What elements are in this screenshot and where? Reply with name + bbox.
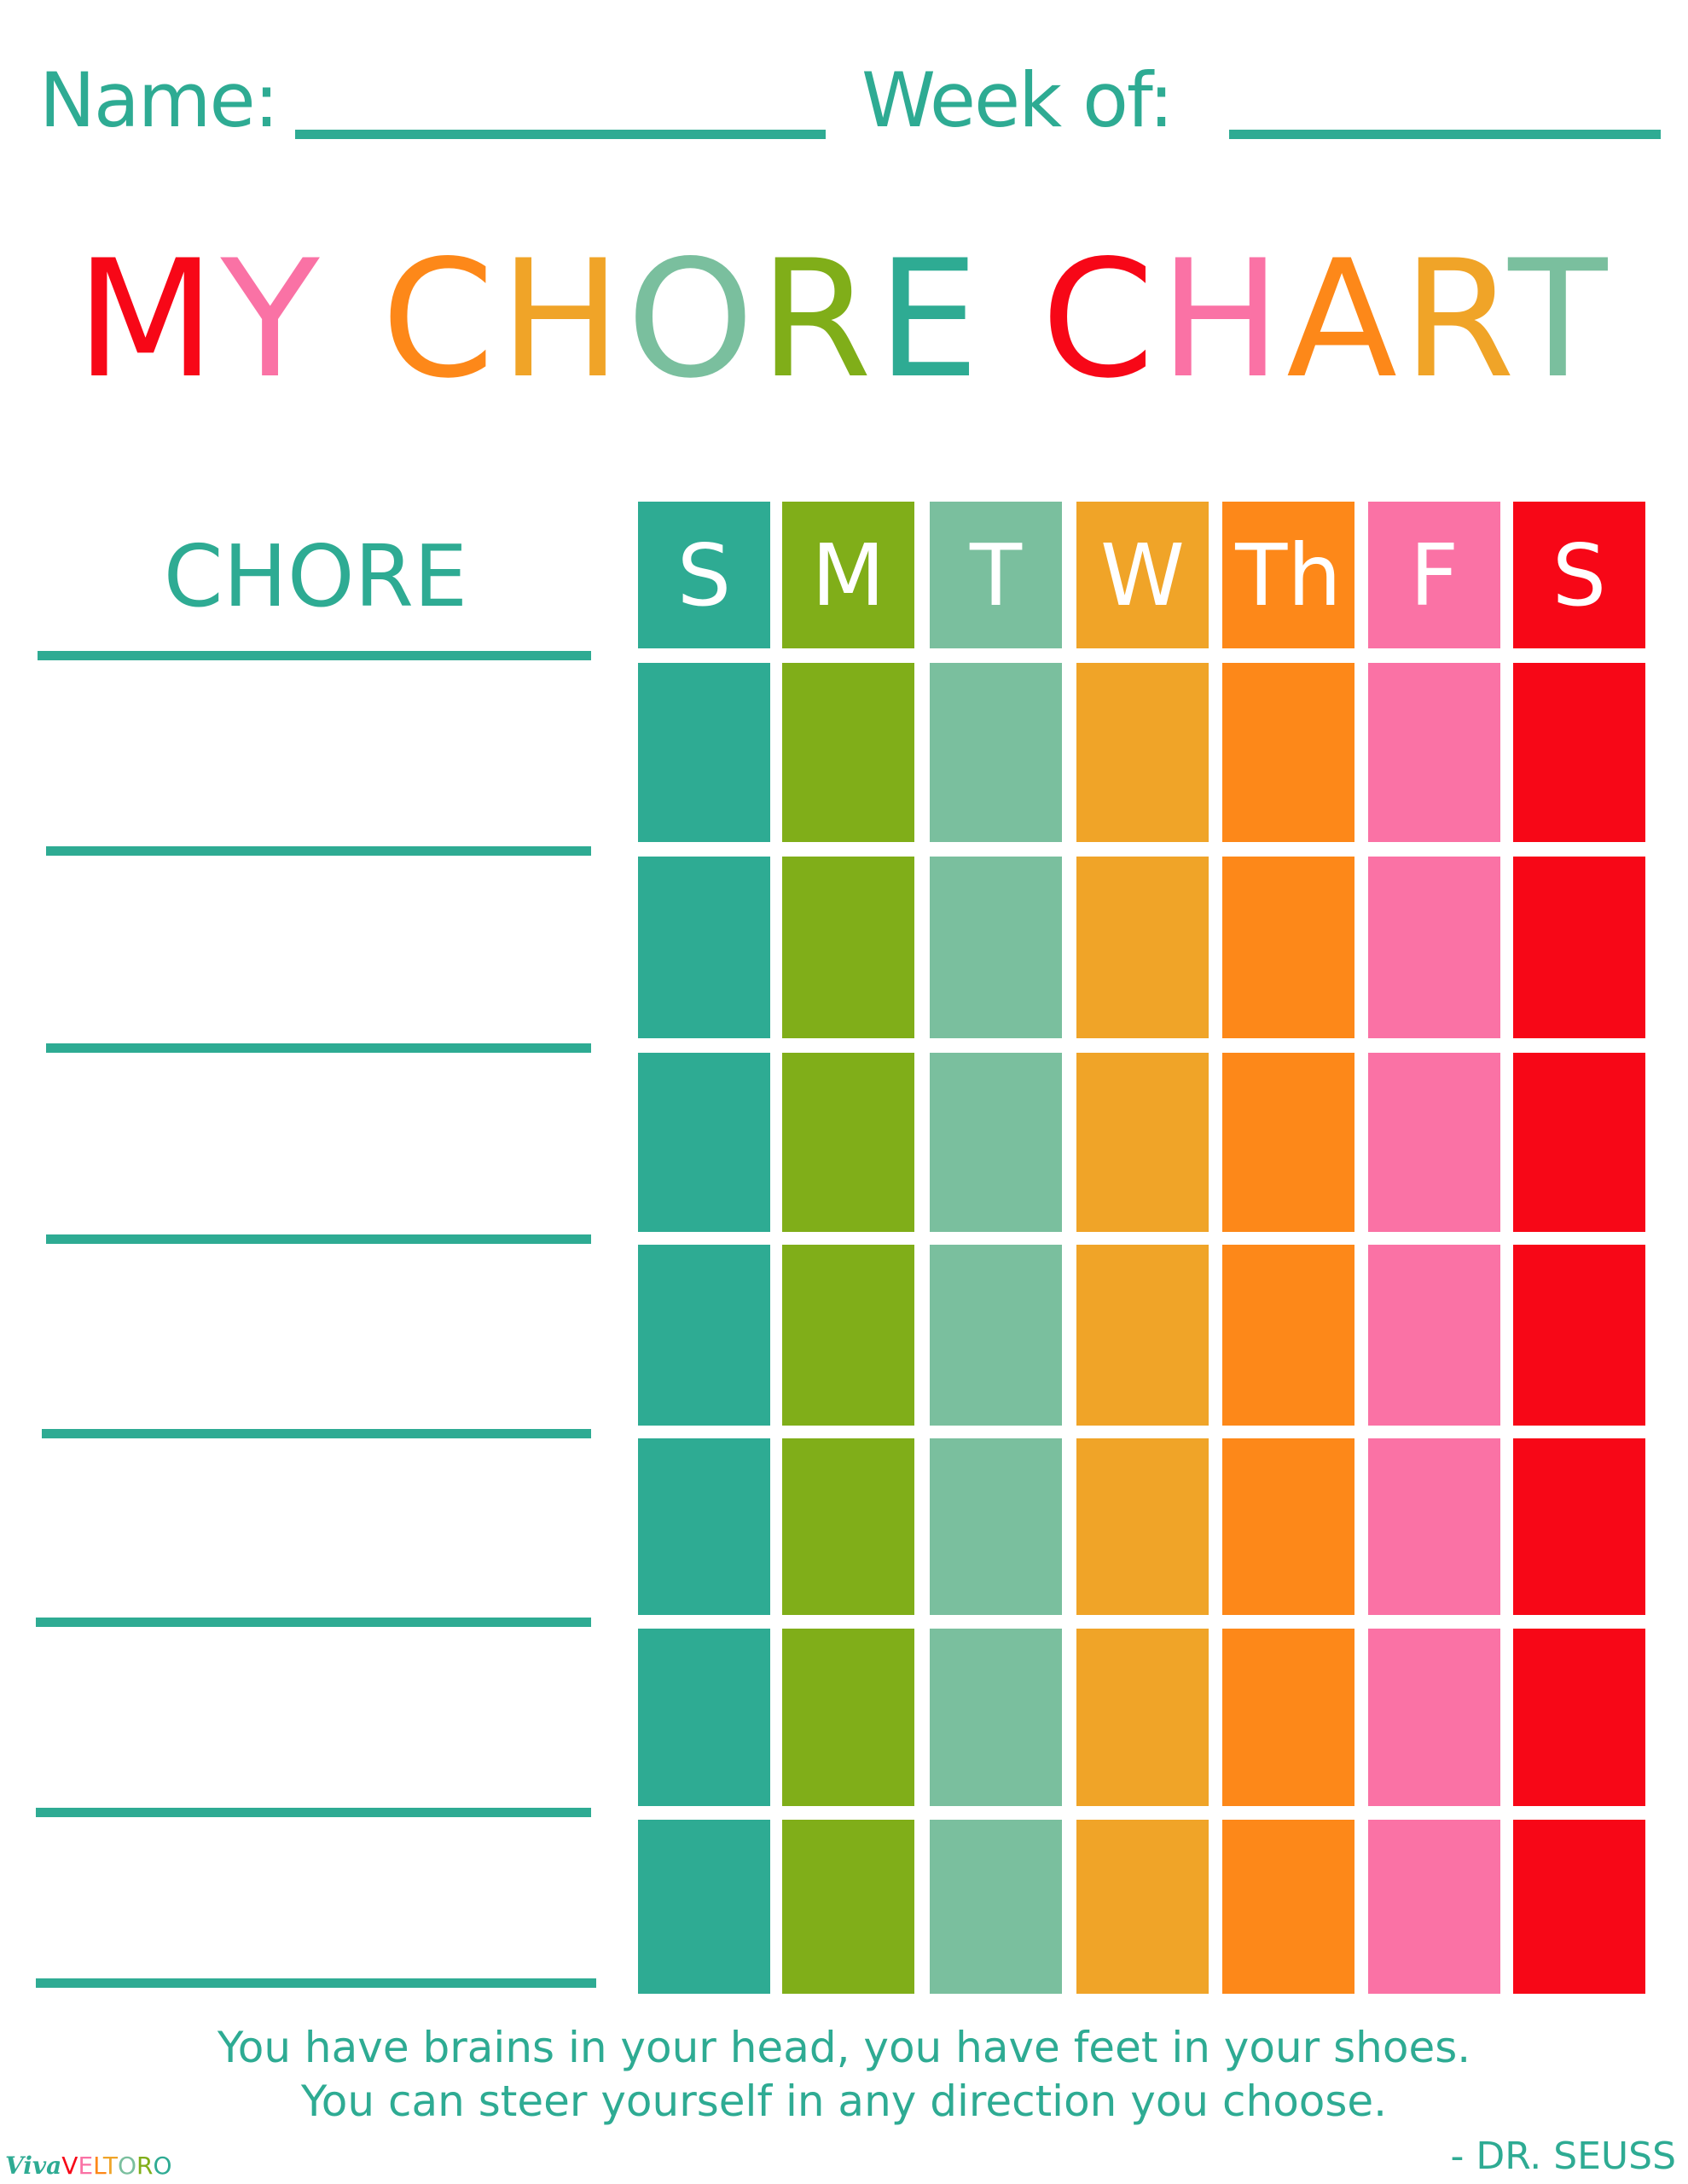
day-header: Th [1222,502,1354,648]
check-cell[interactable] [782,1053,914,1232]
check-cell[interactable] [1368,1438,1500,1615]
check-cell[interactable] [1222,1053,1354,1232]
check-cell[interactable] [1368,857,1500,1038]
check-cell[interactable] [1076,1053,1209,1232]
quote-line-1: You have brains in your head, you have f… [217,2023,1471,2072]
week-of-field[interactable] [1229,130,1661,139]
chore-column-header: CHORE [163,526,468,626]
title-letter: R [759,225,878,414]
check-cell[interactable] [1222,1245,1354,1426]
name-field[interactable] [295,130,826,139]
check-cell[interactable] [1076,1245,1209,1426]
check-cell[interactable] [782,857,914,1038]
check-cell[interactable] [1222,663,1354,842]
quote-attribution: - DR. SEUSS [1450,2135,1676,2178]
quote-line-2: You can steer yourself in any direction … [300,2077,1388,2126]
check-cell[interactable] [930,1053,1062,1232]
title-letter: T [1508,225,1613,414]
chore-input-line[interactable] [42,1429,591,1438]
check-cell[interactable] [638,663,770,842]
day-header: M [782,502,914,648]
chore-input-line[interactable] [36,1808,591,1817]
title-letter: H [499,225,627,414]
name-label: Name: [39,56,279,144]
check-cell[interactable] [1076,1629,1209,1806]
chore-input-line[interactable] [36,1978,596,1988]
chore-input-line[interactable] [46,846,591,856]
check-cell[interactable] [638,1820,770,1994]
chore-header-underline [38,651,591,660]
chore-input-line[interactable] [36,1618,591,1627]
title-letter: E [877,225,985,414]
check-cell[interactable] [930,663,1062,842]
check-cell[interactable] [1076,857,1209,1038]
check-cell[interactable] [930,1245,1062,1426]
check-cell[interactable] [930,1629,1062,1806]
check-cell[interactable] [1222,1438,1354,1615]
check-cell[interactable] [638,1438,770,1615]
day-label: M [811,525,885,625]
day-label: W [1100,525,1185,625]
check-cell[interactable] [638,857,770,1038]
day-label: T [969,525,1023,625]
title-letter: M [75,225,221,414]
day-label: Th [1235,525,1342,625]
title-letter: C [381,225,500,414]
check-cell[interactable] [1222,1629,1354,1806]
check-cell[interactable] [1513,857,1645,1038]
check-cell[interactable] [638,1053,770,1232]
check-cell[interactable] [1513,1245,1645,1426]
title-letter: H [1159,225,1287,414]
check-cell[interactable] [1513,1053,1645,1232]
check-cell[interactable] [930,1438,1062,1615]
week-of-label: Week of: [861,56,1174,144]
day-label: F [1409,525,1459,625]
day-label: S [1552,525,1607,625]
brand-logo: VivaVELTORO [5,2152,172,2180]
check-cell[interactable] [1513,1438,1645,1615]
day-header: W [1076,502,1209,648]
check-cell[interactable] [1368,1820,1500,1994]
check-cell[interactable] [782,1629,914,1806]
day-label: S [676,525,732,625]
page-title: MY CHORE CHART [0,239,1688,401]
check-cell[interactable] [1513,1629,1645,1806]
title-letter: O [626,225,760,414]
check-cell[interactable] [782,1438,914,1615]
check-cell[interactable] [1222,857,1354,1038]
day-header: S [638,502,770,648]
day-header: S [1513,502,1645,648]
day-header: T [930,502,1062,648]
title-letter: R [1402,225,1509,414]
check-cell[interactable] [930,1820,1062,1994]
check-cell[interactable] [638,1245,770,1426]
check-cell[interactable] [1513,1820,1645,1994]
check-cell[interactable] [1368,1245,1500,1426]
check-cell[interactable] [782,1820,914,1994]
title-letter: C [1041,225,1160,414]
check-cell[interactable] [1368,1629,1500,1806]
check-cell[interactable] [782,663,914,842]
title-letter: A [1286,225,1403,414]
check-cell[interactable] [1513,663,1645,842]
chore-input-line[interactable] [46,1043,591,1053]
check-cell[interactable] [782,1245,914,1426]
chore-input-line[interactable] [46,1234,591,1244]
check-cell[interactable] [1076,1438,1209,1615]
check-cell[interactable] [1076,1820,1209,1994]
check-cell[interactable] [1368,663,1500,842]
check-cell[interactable] [1076,663,1209,842]
check-cell[interactable] [638,1629,770,1806]
check-cell[interactable] [930,857,1062,1038]
title-letter: Y [220,225,325,414]
title-letter [325,225,381,414]
check-cell[interactable] [1222,1820,1354,1994]
day-header: F [1368,502,1500,648]
check-cell[interactable] [1368,1053,1500,1232]
title-letter [984,225,1041,414]
